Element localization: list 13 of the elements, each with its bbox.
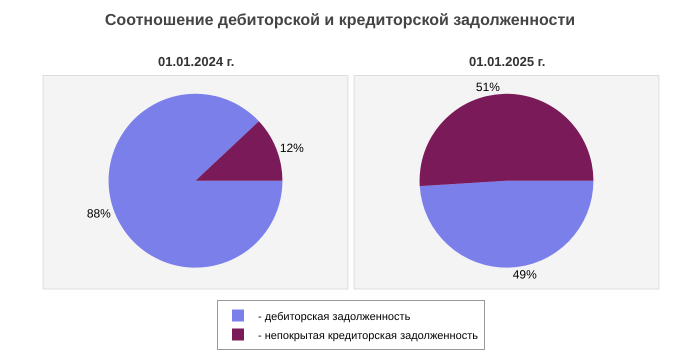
chart-subtitle: 01.01.2024 г. <box>158 54 234 69</box>
data-label: 12% <box>280 140 304 155</box>
pie-slice <box>108 94 282 268</box>
chart-title: Соотношение дебиторской и кредиторской задолженности <box>104 12 576 30</box>
pie-slice <box>420 180 594 268</box>
data-label: 51% <box>476 80 500 94</box>
data-label: 49% <box>512 268 538 282</box>
legend-label: - дебиторская задолженность <box>258 310 411 323</box>
pie-slice <box>420 94 594 186</box>
legend-label: - непокрытая кредиторская задолженность <box>258 330 478 342</box>
data-label: 88% <box>86 206 112 221</box>
chart-subtitle: 01.01.2025 г. <box>469 54 546 69</box>
pie-slice <box>196 121 282 181</box>
